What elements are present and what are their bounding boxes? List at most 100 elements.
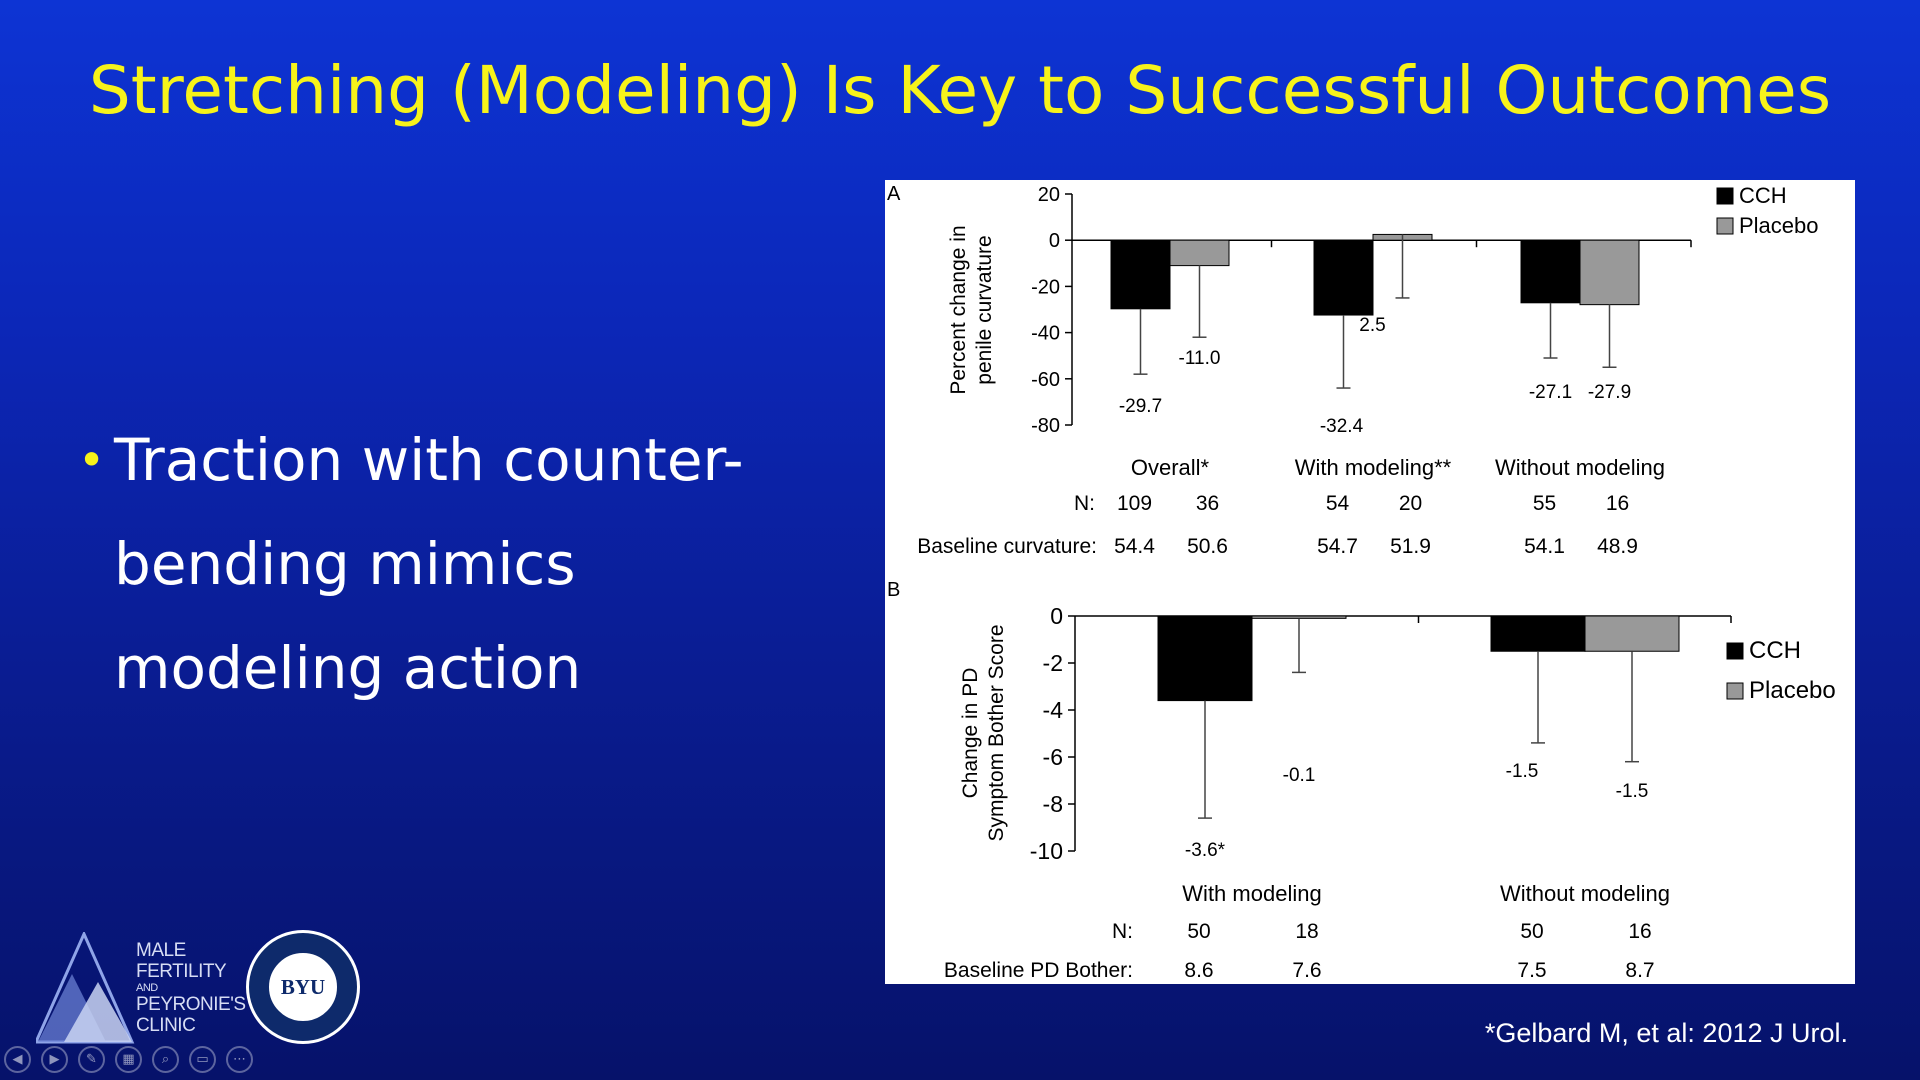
bullet-text: Traction with counter-bending mimics mod…	[114, 426, 744, 702]
y-tick-label: -10	[1030, 838, 1063, 864]
bar-placebo	[1579, 239, 1640, 306]
panel-letter: B	[887, 579, 900, 601]
category-label: With modeling**	[1295, 455, 1452, 480]
logo-line: PEYRONIE'S	[136, 994, 246, 1015]
data-label: -3.6*	[1185, 840, 1226, 861]
category-label: Overall*	[1131, 455, 1210, 480]
university-seal: BYU	[246, 930, 360, 1044]
data-label: -32.4	[1320, 416, 1364, 437]
legend-label: CCH	[1749, 637, 1801, 664]
data-label: -29.7	[1119, 396, 1162, 417]
previous-icon[interactable]: ◀	[4, 1046, 31, 1073]
y-axis-label: Symptom Bother Score	[985, 624, 1008, 841]
legend-swatch	[1716, 217, 1734, 235]
legend-label: CCH	[1739, 183, 1787, 208]
data-label: -27.1	[1529, 382, 1572, 403]
table-baseline-value: 7.6	[1292, 959, 1321, 982]
bullet-list: • Traction with counter-bending mimics m…	[78, 408, 818, 720]
data-label: -11.0	[1179, 348, 1221, 369]
bullet-marker: •	[78, 433, 106, 487]
legend-label: Placebo	[1739, 213, 1819, 238]
y-axis-label: penile curvature	[973, 235, 996, 384]
triangle-logo-icon	[36, 932, 135, 1044]
category-label: Without modeling	[1500, 881, 1670, 906]
table-n-value: 36	[1196, 492, 1219, 515]
table-baseline-value: 50.6	[1187, 535, 1228, 558]
logo-line: MALE	[136, 940, 186, 961]
data-label: -1.5	[1506, 761, 1539, 782]
data-label: -0.1	[1283, 765, 1316, 786]
table-baseline-value: 54.1	[1524, 535, 1565, 558]
logo-line: AND	[136, 982, 158, 994]
table-baseline-value: 51.9	[1390, 535, 1431, 558]
table-baseline-value: 7.5	[1517, 959, 1546, 982]
table-n-value: 54	[1326, 492, 1350, 515]
data-label: -27.9	[1588, 382, 1631, 403]
clinic-logo-text: MALE FERTILITY AND PEYRONIE'S CLINIC	[136, 940, 246, 1036]
y-tick-label: 20	[1038, 184, 1060, 206]
seal-text: BYU	[280, 975, 326, 999]
y-tick-label: -60	[1031, 369, 1060, 391]
table-n-value: 109	[1117, 492, 1152, 515]
bar-cch	[1313, 239, 1374, 316]
figure-panel: A 20 0 -20 -40 -60 -80 Percent change in penile …	[885, 180, 1855, 984]
clinic-logo: MALE FERTILITY AND PEYRONIE'S CLINIC BYU	[36, 928, 376, 1053]
y-tick-label: 0	[1049, 230, 1060, 252]
slideshow-toolbar: ◀ ▶ ✎ ▦ ⌕ ▭ ⋯	[4, 1046, 253, 1073]
y-tick-label: -2	[1043, 650, 1063, 676]
y-tick-label: 0	[1050, 603, 1063, 629]
table-row-label: N:	[1074, 492, 1095, 515]
table-baseline-value: 48.9	[1597, 535, 1638, 558]
legend-swatch	[1726, 682, 1744, 700]
pen-icon[interactable]: ✎	[78, 1046, 105, 1073]
table-baseline-value: 8.7	[1625, 959, 1654, 982]
data-label: -1.5	[1616, 781, 1649, 802]
subtitles-icon[interactable]: ▭	[189, 1046, 216, 1073]
y-tick-label: -6	[1043, 744, 1063, 770]
bullet-item: • Traction with counter-bending mimics m…	[78, 408, 818, 720]
category-label: With modeling	[1182, 881, 1321, 906]
zoom-icon[interactable]: ⌕	[152, 1046, 179, 1073]
table-n-value: 50	[1520, 920, 1543, 943]
logo-line: CLINIC	[136, 1015, 196, 1036]
table-n-value: 55	[1533, 492, 1556, 515]
next-icon[interactable]: ▶	[41, 1046, 68, 1073]
table-n-value: 20	[1399, 492, 1422, 515]
table-n-value: 16	[1606, 492, 1629, 515]
y-tick-label: -8	[1043, 791, 1063, 817]
table-row-label: Baseline PD Bother:	[944, 959, 1133, 982]
legend-label: Placebo	[1749, 677, 1836, 704]
category-label: Without modeling	[1495, 455, 1665, 480]
logo-line: FERTILITY	[136, 961, 227, 982]
legend-swatch	[1726, 642, 1744, 660]
slide-title: Stretching (Modeling) Is Key to Successf…	[88, 52, 1832, 129]
y-axis-label: Change in PD	[959, 668, 982, 799]
bar-cch	[1110, 239, 1171, 310]
bar-placebo	[1169, 239, 1230, 267]
slides-icon[interactable]: ▦	[115, 1046, 142, 1073]
data-label: 2.5	[1359, 315, 1385, 336]
table-row-label: N:	[1112, 920, 1133, 943]
bar-cch	[1490, 615, 1586, 652]
citation: *Gelbard M, et al: 2012 J Urol.	[1484, 1018, 1848, 1048]
y-tick-label: -80	[1031, 415, 1060, 437]
table-n-value: 18	[1295, 920, 1318, 943]
table-baseline-value: 54.7	[1317, 535, 1358, 558]
table-n-value: 16	[1628, 920, 1651, 943]
bar-placebo	[1251, 615, 1347, 619]
panel-letter: A	[887, 183, 901, 205]
bar-placebo	[1584, 615, 1680, 652]
more-icon[interactable]: ⋯	[226, 1046, 253, 1073]
y-tick-label: -20	[1031, 276, 1060, 298]
bar-cch	[1157, 615, 1253, 702]
bar-cch	[1520, 239, 1581, 304]
table-baseline-value: 8.6	[1184, 959, 1213, 982]
y-tick-label: -40	[1031, 323, 1060, 345]
legend-swatch	[1716, 187, 1734, 205]
y-tick-label: -4	[1043, 697, 1064, 723]
table-n-value: 50	[1187, 920, 1210, 943]
table-baseline-value: 54.4	[1114, 535, 1155, 558]
y-axis-label: Percent change in	[947, 225, 970, 394]
table-row-label: Baseline curvature:	[917, 535, 1097, 558]
